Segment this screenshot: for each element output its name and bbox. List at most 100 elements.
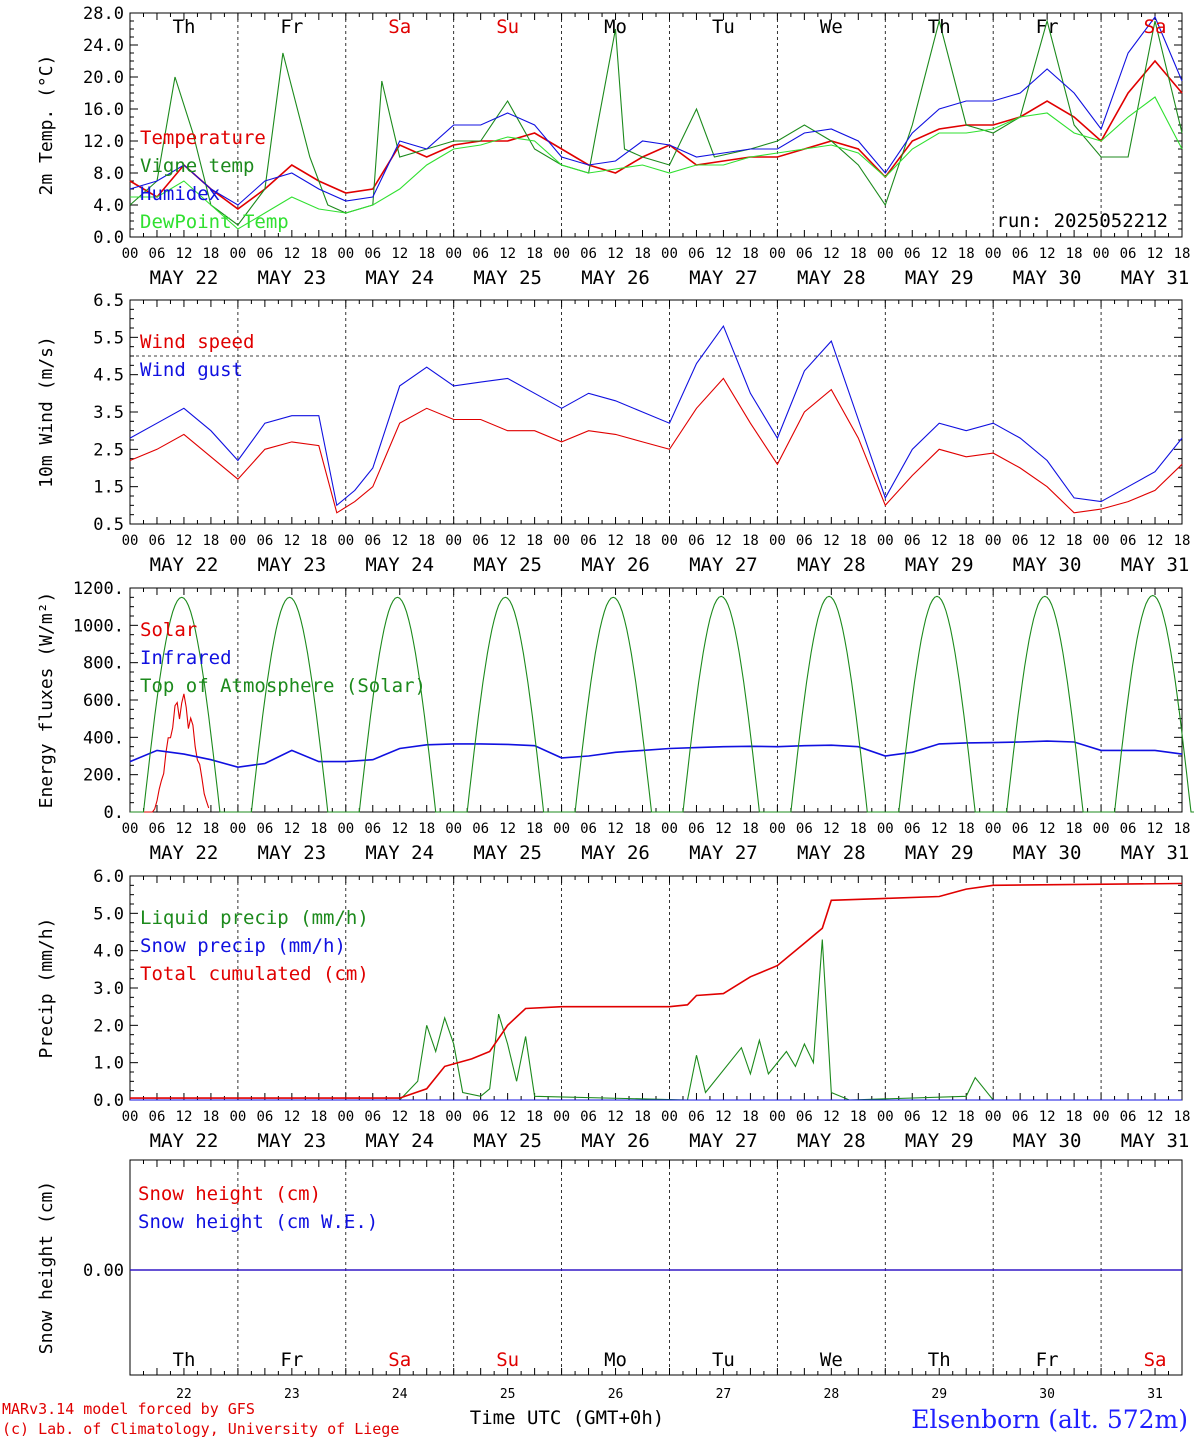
hour-tick-label: 06	[688, 533, 705, 549]
hour-tick-label: 00	[661, 821, 678, 837]
hour-tick-label: 00	[877, 533, 894, 549]
weekday-label: Sa	[388, 1349, 411, 1371]
hour-tick-label: 18	[202, 1109, 219, 1125]
hour-tick-label: 12	[499, 246, 516, 262]
hour-tick-label: 18	[634, 533, 651, 549]
date-label: MAY 26	[581, 842, 650, 864]
hour-tick-label: 00	[1093, 246, 1110, 262]
hour-tick-label: 18	[310, 1109, 327, 1125]
legend-entry: Temperature	[140, 127, 266, 149]
date-label: MAY 25	[473, 842, 542, 864]
hour-tick-label: 00	[229, 533, 246, 549]
date-label: MAY 31	[1121, 267, 1190, 289]
hour-tick-label: 06	[580, 533, 597, 549]
date-label: MAY 26	[581, 267, 650, 289]
y-tick-label: 6.0	[93, 867, 124, 887]
hour-tick-label: 00	[661, 246, 678, 262]
hour-tick-label: 12	[823, 821, 840, 837]
date-label: MAY 23	[258, 842, 327, 864]
hour-tick-label: 06	[580, 246, 597, 262]
hour-tick-label: 06	[149, 533, 166, 549]
hour-tick-label: 18	[850, 533, 867, 549]
hour-tick-label: 12	[283, 246, 300, 262]
hour-tick-label: 12	[176, 533, 193, 549]
hour-tick-label: 06	[796, 246, 813, 262]
weekday-label: Fr	[280, 16, 303, 38]
hour-tick-label: 00	[1093, 821, 1110, 837]
legend-entry: Total cumulated (cm)	[140, 963, 369, 985]
hour-tick-label: 12	[823, 533, 840, 549]
hour-tick-label: 12	[391, 1109, 408, 1125]
hour-tick-label: 06	[149, 1109, 166, 1125]
series-line	[129, 18, 1183, 226]
y-tick-label: 4.0	[93, 196, 124, 216]
weekday-label: Th	[928, 16, 951, 38]
y-tick-label: 5.5	[93, 328, 124, 348]
date-label: MAY 23	[258, 1130, 327, 1152]
y-tick-label: 2.0	[93, 1016, 124, 1036]
hour-tick-label: 06	[256, 821, 273, 837]
legend-entry: DewPoint Temp	[140, 211, 289, 233]
hour-tick-label: 12	[1039, 533, 1056, 549]
date-label: MAY 27	[689, 554, 758, 576]
day-number-label: 30	[1039, 1387, 1055, 1402]
x-axis-label: Time UTC (GMT+0h)	[470, 1407, 664, 1429]
weekday-label: We	[820, 16, 843, 38]
hour-tick-label: 12	[715, 821, 732, 837]
hour-tick-label: 12	[391, 533, 408, 549]
legend-entry: Humidex	[140, 183, 220, 205]
date-label: MAY 30	[1013, 1130, 1082, 1152]
hour-tick-label: 18	[310, 246, 327, 262]
date-label: MAY 28	[797, 267, 866, 289]
hour-tick-label: 12	[176, 246, 193, 262]
model-credit: MARv3.14 model forced by GFS	[2, 1400, 255, 1418]
hour-tick-label: 00	[553, 246, 570, 262]
hour-tick-label: 00	[877, 246, 894, 262]
day-number-label: 24	[392, 1387, 408, 1402]
hour-tick-label: 00	[229, 1109, 246, 1125]
y-tick-label: 6.5	[93, 291, 124, 311]
y-tick-label: 2.5	[93, 440, 124, 460]
hour-tick-label: 18	[202, 821, 219, 837]
series-line	[130, 939, 1182, 1101]
hour-tick-label: 06	[904, 533, 921, 549]
weekday-label: Sa	[1144, 1349, 1167, 1371]
station-name: Elsenborn (alt. 572m)	[911, 1405, 1188, 1434]
hour-tick-label: 18	[1174, 821, 1191, 837]
hour-tick-label: 12	[1147, 533, 1164, 549]
weekday-label: Th	[173, 16, 196, 38]
hour-tick-label: 12	[1147, 821, 1164, 837]
y-tick-label: 1000.	[73, 616, 124, 636]
date-label: MAY 31	[1121, 842, 1190, 864]
y-tick-label: 0.0	[93, 1091, 124, 1111]
hour-tick-label: 00	[769, 1109, 786, 1125]
hour-tick-label: 00	[985, 821, 1002, 837]
date-label: MAY 22	[150, 267, 219, 289]
date-label: MAY 31	[1121, 554, 1190, 576]
hour-tick-label: 00	[769, 533, 786, 549]
weekday-label: Fr	[280, 1349, 303, 1371]
hour-tick-label: 12	[283, 533, 300, 549]
series-line	[129, 377, 1183, 514]
hour-tick-label: 12	[607, 246, 624, 262]
temp-panel: 0.0 4.0 8.0 12.0 16.0 20.0 24.0 28.0 2m Temp. (°…	[36, 4, 1190, 289]
hour-tick-label: 18	[634, 246, 651, 262]
hour-tick-label: 18	[850, 246, 867, 262]
hour-tick-label: 06	[904, 246, 921, 262]
hour-tick-label: 12	[931, 821, 948, 837]
hour-tick-label: 06	[688, 1109, 705, 1125]
date-label: MAY 24	[365, 554, 434, 576]
day-number-label: 22	[176, 1387, 192, 1402]
hour-tick-label: 18	[1174, 533, 1191, 549]
hour-tick-label: 12	[1147, 246, 1164, 262]
hour-tick-label: 18	[310, 533, 327, 549]
hour-tick-label: 00	[553, 821, 570, 837]
legend-entry: Snow height (cm W.E.)	[138, 1211, 378, 1233]
y-tick-label: 200.	[83, 766, 124, 786]
date-label: MAY 24	[365, 1130, 434, 1152]
date-label: MAY 27	[689, 267, 758, 289]
hour-tick-label: 12	[391, 246, 408, 262]
weekday-label: Sa	[1144, 16, 1167, 38]
y-tick-label: 3.5	[93, 403, 124, 423]
hour-tick-label: 18	[526, 533, 543, 549]
